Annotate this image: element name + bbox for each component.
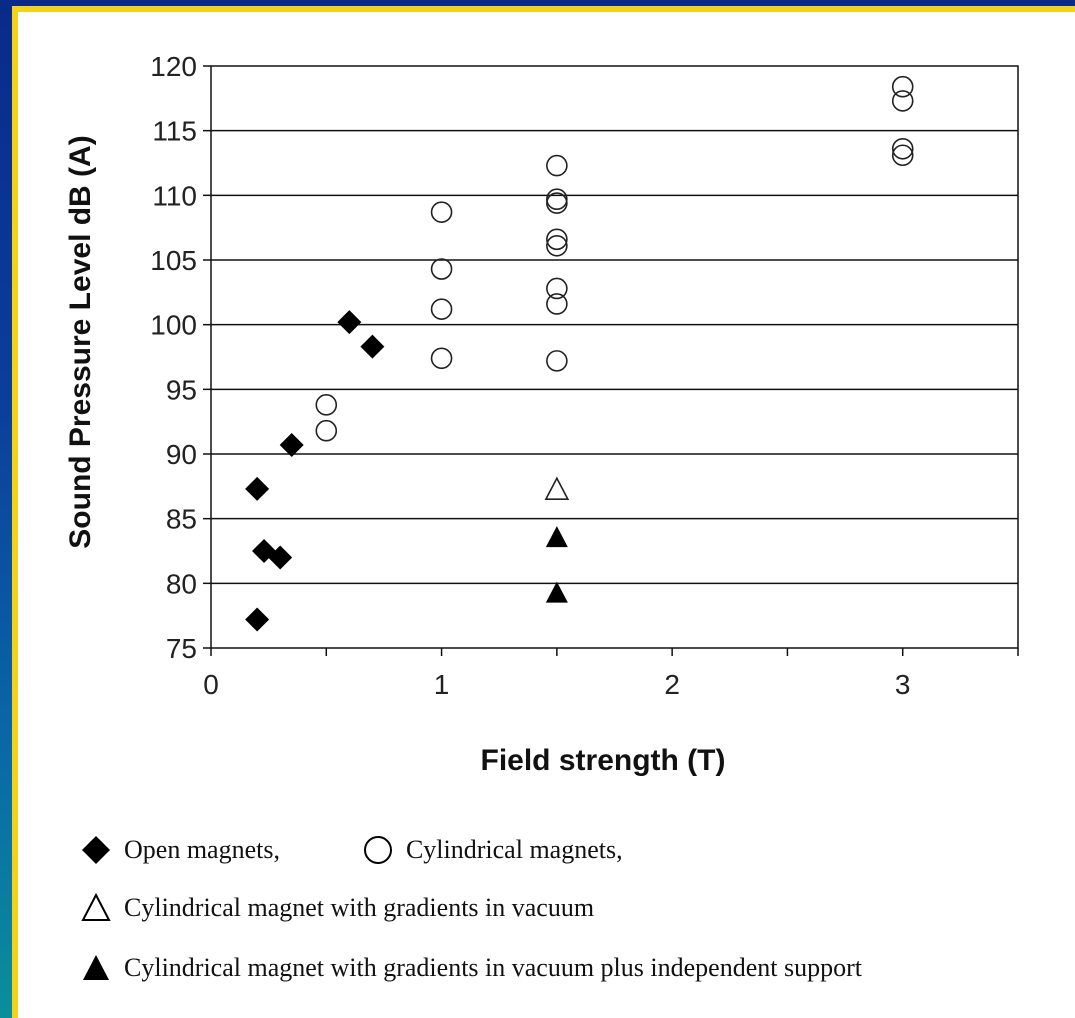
cylindrical-magnet-point: [546, 293, 568, 315]
cylindrical-magnet-point: [546, 154, 568, 177]
legend-row-1: Open magnets, Cylindrical magnets,: [78, 832, 623, 868]
legend-label-vacuum: Cylindrical magnet with gradients in vac…: [124, 893, 595, 922]
cylindrical-magnet-point: [430, 347, 453, 370]
plot-frame: [210, 65, 1019, 649]
cylindrical-magnet-point: [891, 75, 914, 98]
vacuum-gradient-point: [544, 476, 570, 501]
x-tick-label: 0: [203, 669, 219, 700]
diamond-filled-icon: [82, 836, 110, 864]
open-magnet-point: [268, 545, 293, 570]
cylindrical-magnet-point: [546, 228, 568, 251]
legend-label-open-magnets: Open magnets,: [124, 835, 280, 864]
cylindrical-magnet-point: [891, 137, 914, 160]
open-magnet-point: [279, 432, 304, 457]
cylindrical-magnet-point: [430, 258, 453, 280]
y-tick-label: 115: [152, 116, 197, 147]
open-magnet-point: [360, 334, 385, 359]
x-tick-label: 3: [895, 669, 911, 700]
open-magnet-point: [337, 310, 362, 335]
y-tick-label: 85: [166, 504, 197, 535]
legend-item-cylindrical-magnets: Cylindrical magnets,: [360, 832, 623, 868]
cylindrical-magnet-point: [546, 350, 568, 372]
cylindrical-magnet-point: [315, 419, 338, 442]
legend-row-2: Cylindrical magnet with gradients in vac…: [78, 890, 594, 926]
scatter-chart: 75 80 85 90 95 100 105 110 115 120 0 1 2 3 Sound Pres…: [64, 51, 1019, 777]
cylindrical-magnet-point: [315, 394, 338, 416]
legend-label-cylindrical-magnets: Cylindrical magnets,: [405, 835, 623, 864]
legend-label-vacuum-support: Cylindrical magnet with gradients in vac…: [124, 953, 862, 982]
y-tick-label: 90: [166, 439, 197, 470]
cylindrical-magnet-point: [546, 277, 568, 300]
cylindrical-magnet-point: [430, 298, 453, 320]
y-tick-label: 75: [166, 633, 197, 664]
vacuum-support-point: [545, 581, 568, 603]
cylindrical-magnet-point: [430, 201, 453, 223]
gridlines: [211, 129, 1018, 585]
chart-panel: 75 80 85 90 95 100 105 110 115 120 0 1 2 3 Sound Pres…: [18, 12, 1075, 1018]
x-tick-label: 2: [664, 669, 680, 700]
y-tick-label: 110: [152, 180, 197, 211]
open-magnet-point: [245, 476, 270, 501]
x-tick-label: 1: [434, 669, 450, 700]
tick-labels: 75 80 85 90 95 100 105 110 115 120 0 1 2 3: [150, 51, 910, 700]
triangle-open-icon: [81, 892, 111, 921]
y-tick-label: 100: [150, 310, 197, 341]
cylindrical-magnet-point: [546, 192, 568, 214]
legend-item-open-magnets: Open magnets,: [78, 832, 280, 868]
y-axis-title: Sound Pressure Level dB (A): [64, 135, 97, 548]
cylindrical-magnet-point: [891, 144, 914, 167]
axes: [203, 65, 1019, 656]
y-tick-label: 80: [166, 568, 197, 599]
cylindrical-magnet-point: [546, 234, 568, 257]
legend-row-3: Cylindrical magnet with gradients in vac…: [78, 950, 862, 986]
cylindrical-magnet-point: [891, 90, 914, 112]
legend-item-vacuum-support: Cylindrical magnet with gradients in vac…: [78, 950, 862, 986]
triangle-filled-icon: [83, 955, 109, 980]
cylindrical-magnet-point: [546, 188, 568, 211]
y-tick-label: 95: [166, 374, 197, 405]
y-tick-label: 105: [150, 245, 197, 276]
legend-item-vacuum: Cylindrical magnet with gradients in vac…: [78, 890, 594, 926]
y-tick-label: 120: [150, 51, 197, 82]
open-magnet-point: [245, 607, 270, 632]
data-points: [245, 75, 914, 632]
circle-open-icon: [363, 836, 392, 864]
x-axis-title: Field strength (T): [481, 744, 726, 777]
vacuum-support-point: [545, 526, 568, 548]
